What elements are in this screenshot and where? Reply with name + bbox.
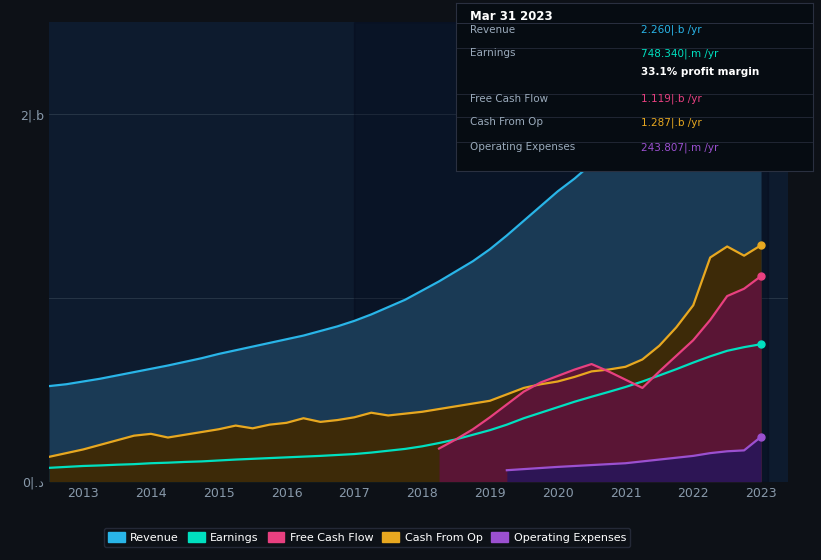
Text: Cash From Op: Cash From Op	[470, 117, 543, 127]
Text: 1.287|.b /yr: 1.287|.b /yr	[641, 117, 702, 128]
Text: Operating Expenses: Operating Expenses	[470, 142, 576, 152]
Text: Earnings: Earnings	[470, 48, 516, 58]
Text: 33.1% profit margin: 33.1% profit margin	[641, 67, 759, 77]
Text: 1.119|.b /yr: 1.119|.b /yr	[641, 94, 702, 104]
Text: 243.807|.m /yr: 243.807|.m /yr	[641, 142, 718, 153]
Text: Mar 31 2023: Mar 31 2023	[470, 10, 553, 22]
Text: Revenue: Revenue	[470, 25, 515, 35]
Legend: Revenue, Earnings, Free Cash Flow, Cash From Op, Operating Expenses: Revenue, Earnings, Free Cash Flow, Cash …	[103, 528, 631, 547]
Bar	[355, 22, 768, 482]
Text: Free Cash Flow: Free Cash Flow	[470, 94, 548, 104]
Text: 748.340|.m /yr: 748.340|.m /yr	[641, 48, 718, 59]
Text: 2.260|.b /yr: 2.260|.b /yr	[641, 25, 702, 35]
